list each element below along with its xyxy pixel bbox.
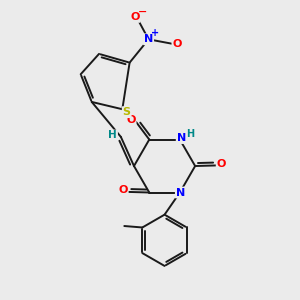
Text: H: H	[108, 130, 117, 140]
Text: O: O	[126, 115, 136, 125]
Text: O: O	[118, 185, 128, 196]
Text: H: H	[186, 129, 194, 139]
Text: N: N	[177, 133, 186, 143]
Text: O: O	[130, 12, 140, 22]
Text: +: +	[151, 28, 159, 38]
Text: O: O	[172, 39, 182, 49]
Text: −: −	[138, 7, 147, 17]
Text: S: S	[123, 107, 131, 117]
Text: N: N	[176, 188, 185, 197]
Text: O: O	[217, 159, 226, 169]
Text: N: N	[144, 34, 153, 44]
